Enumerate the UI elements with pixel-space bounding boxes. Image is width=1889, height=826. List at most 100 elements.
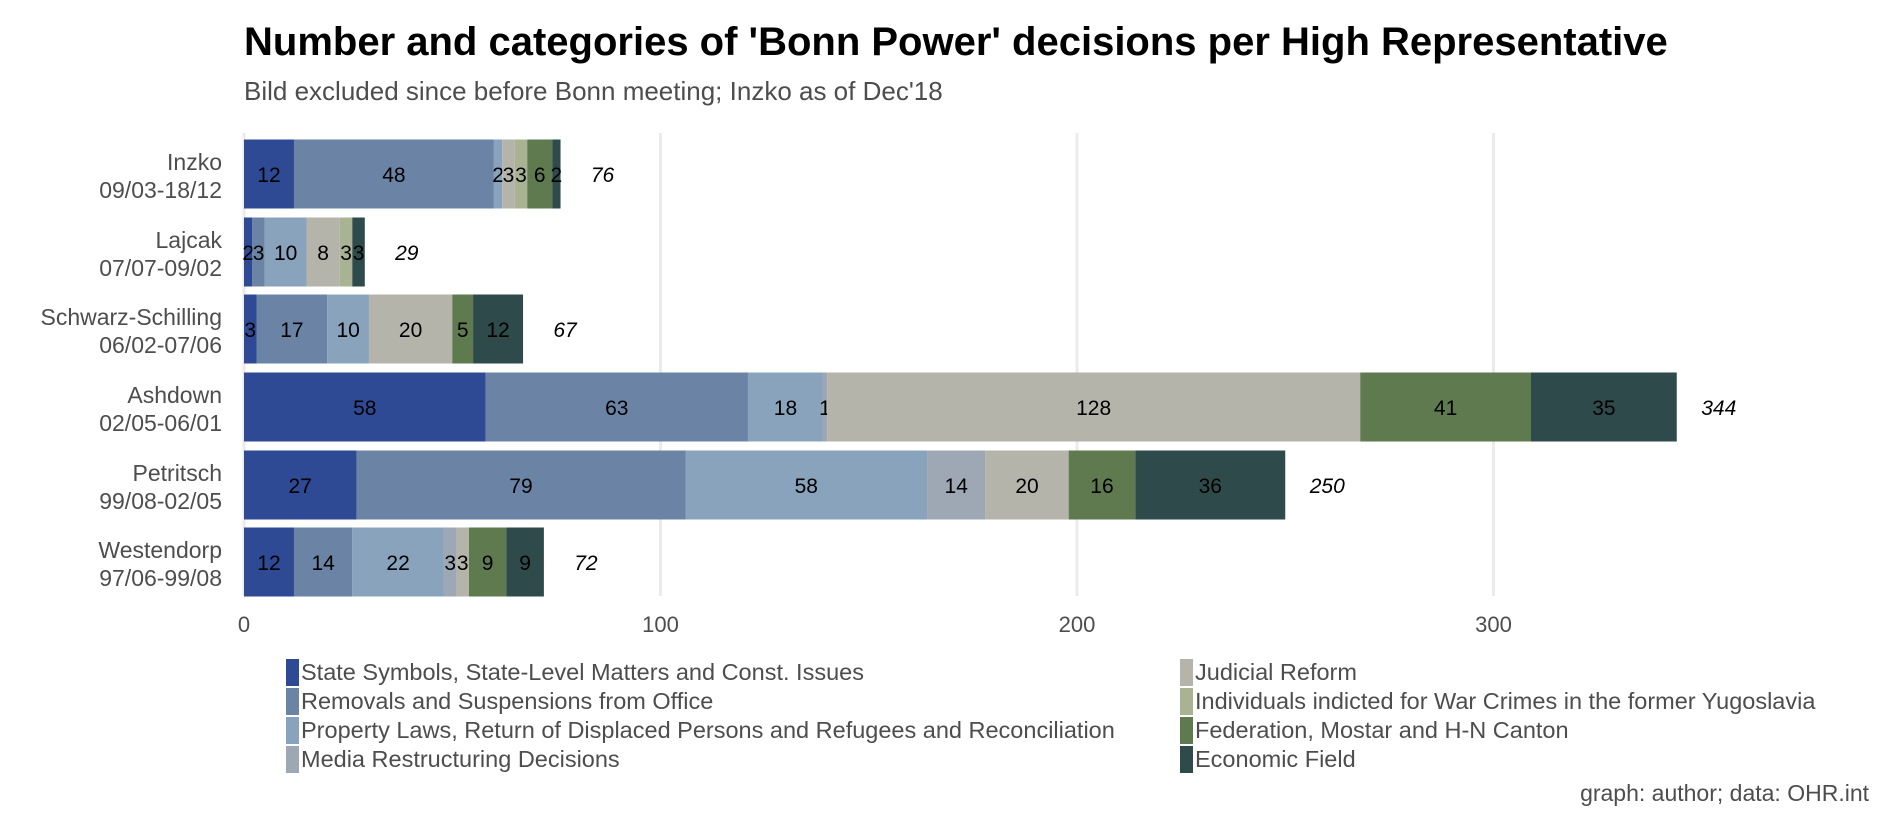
bar-value-label: 17 — [280, 319, 303, 342]
bar-value-label: 3 — [340, 242, 352, 265]
legend-swatch — [286, 717, 299, 744]
bar-value-label: 9 — [482, 552, 494, 575]
legend-item: Property Laws, Return of Displaced Perso… — [286, 716, 1115, 745]
bar-segment — [293, 527, 353, 597]
bar-segment — [685, 450, 928, 520]
legend-swatch — [1180, 659, 1193, 686]
x-tick-label: 300 — [1475, 612, 1512, 637]
bar-segment — [514, 139, 528, 209]
bar-segment — [256, 294, 328, 364]
legend-item: Media Restructuring Decisions — [286, 745, 1115, 774]
bar-value-label: 12 — [257, 552, 280, 575]
bar-value-label: 2 — [242, 242, 254, 265]
bar-value-label: 22 — [386, 552, 409, 575]
legend-label: State Symbols, State-Level Matters and C… — [301, 659, 864, 685]
y-category-label: Schwarz-Schilling 06/02-07/06 — [40, 304, 222, 358]
bar-value-label: 128 — [1076, 397, 1111, 420]
legend-swatch — [286, 688, 299, 715]
bar-segment — [485, 372, 748, 442]
y-category-label: Inzko 09/03-18/12 — [99, 149, 222, 203]
legend-item: Judicial Reform — [1180, 658, 1815, 687]
bar-segment — [1068, 450, 1136, 520]
legend-label: Individuals indicted for War Crimes in t… — [1195, 688, 1816, 714]
y-axis-labels: Inzko 09/03-18/12 Lajcak 07/07-09/02 Schwarz… — [40, 149, 222, 591]
y-category-label: Petritsch 99/08-02/05 — [99, 460, 222, 514]
bar-segment — [827, 372, 1361, 442]
legend-item: State Symbols, State-Level Matters and C… — [286, 658, 1115, 687]
legend-item: Removals and Suspensions from Office — [286, 687, 1115, 716]
bar-value-label: 3 — [353, 242, 365, 265]
bar-value-label: 58 — [795, 475, 818, 498]
legend-label: Economic Field — [1195, 746, 1356, 772]
stacked-bar-chart: Inzko 09/03-18/12 Lajcak 07/07-09/02 Schwarz… — [40, 133, 1736, 637]
legend-label: Property Laws, Return of Displaced Perso… — [301, 717, 1115, 743]
legend-swatch — [1180, 717, 1193, 744]
bar-segment — [352, 217, 365, 287]
legend-label: Media Restructuring Decisions — [301, 746, 620, 772]
chart-subtitle: Bild excluded since before Bonn meeting;… — [244, 76, 943, 106]
bar-total-label: 72 — [574, 552, 598, 575]
legend-label: Removals and Suspensions from Office — [301, 688, 714, 714]
bar-segment — [368, 294, 453, 364]
bar-value-label: 6 — [534, 164, 546, 187]
y-category-label: Lajcak 07/07-09/02 — [99, 227, 222, 281]
bar-segment — [306, 217, 340, 287]
bar-segment — [252, 217, 265, 287]
bar-value-label: 12 — [257, 164, 280, 187]
legend-swatch — [286, 746, 299, 773]
legend-label: Federation, Mostar and H-N Canton — [1195, 717, 1569, 743]
y-category-label: Ashdown 02/05-06/01 — [99, 382, 222, 436]
legend-item: Federation, Mostar and H-N Canton — [1180, 716, 1815, 745]
bar-segment — [468, 527, 507, 597]
bar-value-label: 14 — [311, 552, 335, 575]
bar-segment — [927, 450, 986, 520]
bar-value-label: 58 — [353, 397, 376, 420]
bar-segment — [1360, 372, 1531, 442]
bar-value-label: 36 — [1199, 475, 1222, 498]
bar-value-label: 3 — [503, 164, 515, 187]
bar-value-label: 79 — [509, 475, 532, 498]
bar-segment — [456, 527, 469, 597]
legend-label: Judicial Reform — [1195, 659, 1357, 685]
bar-segment — [502, 139, 515, 209]
bar-value-label: 3 — [515, 164, 527, 187]
bar-value-label: 20 — [1015, 475, 1038, 498]
bar-value-label: 3 — [253, 242, 265, 265]
bar-segment — [985, 450, 1069, 520]
bar-value-label: 63 — [605, 397, 628, 420]
bar-segment — [452, 294, 474, 364]
bar-segment — [244, 294, 257, 364]
x-tick-label: 0 — [238, 612, 250, 637]
legend-swatch — [286, 659, 299, 686]
bar-value-label: 1 — [819, 397, 831, 420]
bar-segment — [327, 294, 369, 364]
bar-segment — [443, 527, 457, 597]
x-axis-tick-labels: 0 100 200 300 — [238, 612, 1512, 637]
bar-value-label: 10 — [274, 242, 297, 265]
bar-value-label: 35 — [1592, 397, 1615, 420]
bar-segment — [493, 139, 503, 209]
legend-column-right: Judicial Reform Individuals indicted for … — [1180, 658, 1815, 774]
chart-title: Number and categories of 'Bonn Power' de… — [244, 20, 1668, 64]
bar-segment — [244, 527, 294, 597]
bar-segment — [822, 372, 828, 442]
x-tick-label: 200 — [1059, 612, 1096, 637]
bar-segment — [552, 139, 561, 209]
bar-segment — [527, 139, 553, 209]
legend-column-left: State Symbols, State-Level Matters and C… — [286, 658, 1115, 774]
bar-segment — [244, 372, 486, 442]
chart-caption: graph: author; data: OHR.int — [1580, 780, 1869, 806]
bar-value-label: 3 — [444, 552, 456, 575]
bar-value-label: 9 — [519, 552, 531, 575]
bar-segment — [244, 217, 253, 287]
bar-segment — [506, 527, 544, 597]
bar-segment — [244, 139, 294, 209]
bar-segment — [293, 139, 494, 209]
bar-segment — [473, 294, 524, 364]
bar-value-label: 10 — [336, 319, 359, 342]
bar-total-label: 250 — [1309, 475, 1345, 498]
legend-swatch — [1180, 688, 1193, 715]
bar-value-label: 27 — [289, 475, 312, 498]
legend-swatch — [1180, 746, 1193, 773]
